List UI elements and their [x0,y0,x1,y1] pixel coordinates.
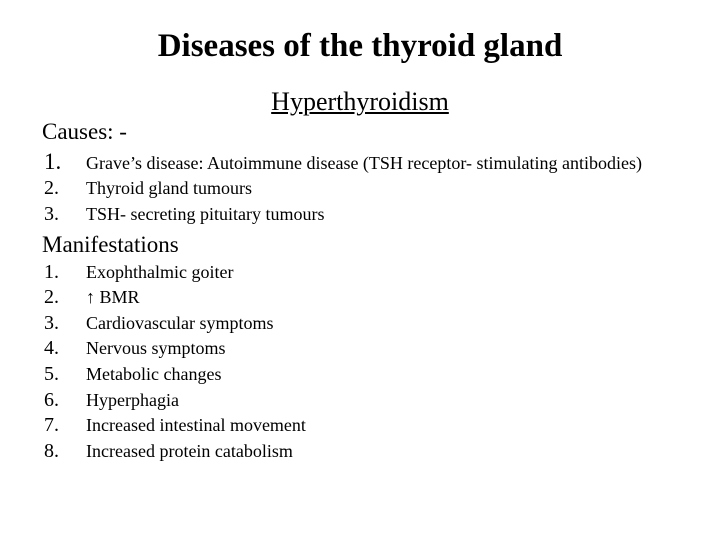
manifestations-list: 1. Exophthalmic goiter 2. ↑ BMR 3. Cardi… [42,260,678,465]
list-item: 7. Increased intestinal movement [42,413,678,439]
manifestations-heading: Manifestations [42,232,678,258]
list-item: 4. Nervous symptoms [42,336,678,362]
list-item: 5. Metabolic changes [42,362,678,388]
list-number: 6. [42,388,86,414]
list-item: 6. Hyperphagia [42,388,678,414]
list-text: Cardiovascular symptoms [86,312,678,335]
list-text: Grave’s disease: Autoimmune disease (TSH… [86,152,678,175]
list-number: 2. [42,176,86,202]
list-number: 8. [42,439,86,465]
list-item: 1. Exophthalmic goiter [42,260,678,286]
list-number: 4. [42,336,86,362]
list-item: 2. Thyroid gland tumours [42,176,678,202]
causes-heading: Causes: - [42,119,678,145]
list-text: Metabolic changes [86,363,678,386]
list-number: 2. [42,285,86,311]
list-item: 3. TSH- secreting pituitary tumours [42,202,678,228]
list-text: TSH- secreting pituitary tumours [86,203,678,226]
list-number: 1. [42,147,86,176]
causes-list: 1. Grave’s disease: Autoimmune disease (… [42,147,678,228]
list-text: Exophthalmic goiter [86,261,678,284]
list-item: 8. Increased protein catabolism [42,439,678,465]
list-number: 5. [42,362,86,388]
list-text: Hyperphagia [86,389,678,412]
list-text: Thyroid gland tumours [86,177,678,200]
list-text: Increased intestinal movement [86,414,678,437]
list-number: 3. [42,202,86,228]
list-text: Nervous symptoms [86,337,678,360]
slide-title: Diseases of the thyroid gland [42,28,678,65]
list-text: Increased protein catabolism [86,440,678,463]
list-number: 1. [42,260,86,286]
list-number: 7. [42,413,86,439]
slide-subtitle: Hyperthyroidism [42,87,678,117]
slide: Diseases of the thyroid gland Hyperthyro… [0,0,720,464]
list-text: ↑ BMR [86,286,678,309]
list-item: 2. ↑ BMR [42,285,678,311]
list-number: 3. [42,311,86,337]
list-item: 1. Grave’s disease: Autoimmune disease (… [42,147,678,176]
list-item: 3. Cardiovascular symptoms [42,311,678,337]
